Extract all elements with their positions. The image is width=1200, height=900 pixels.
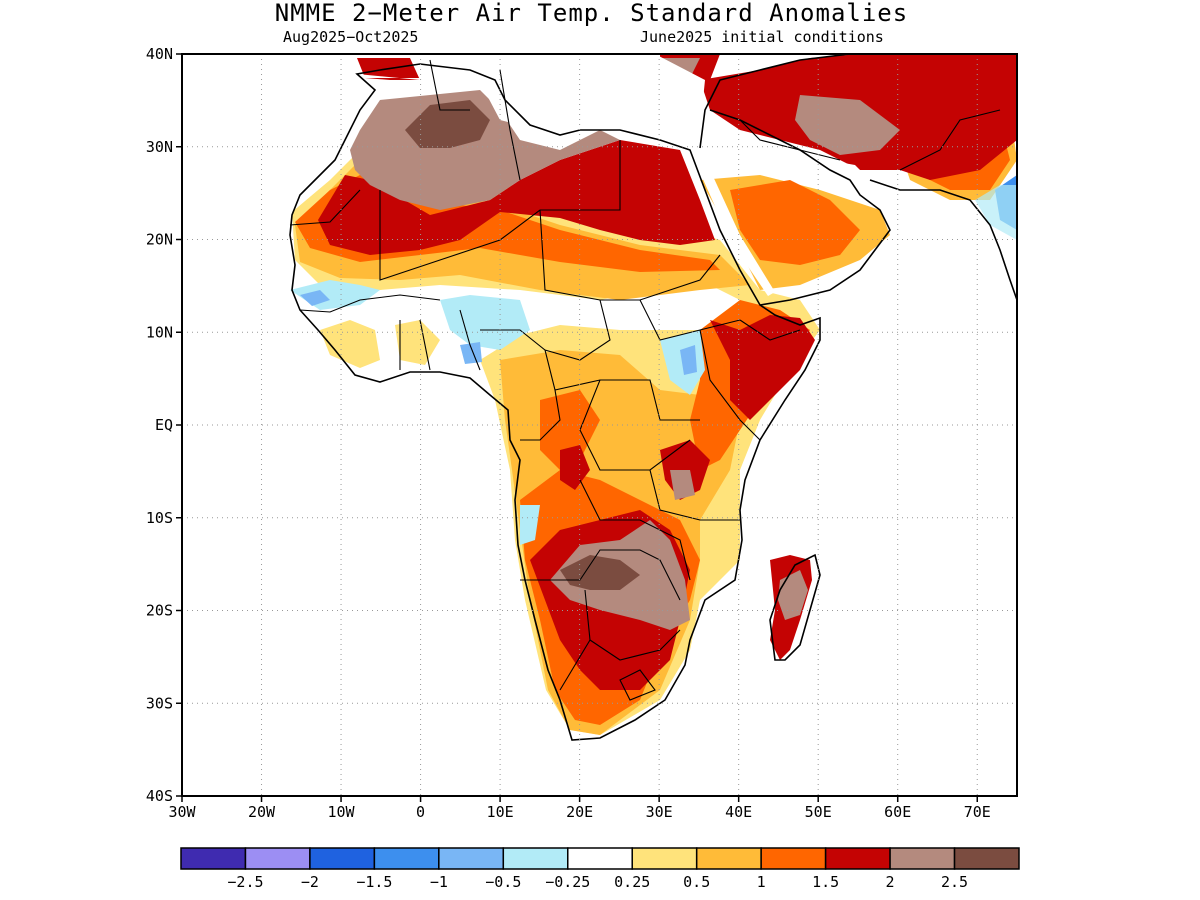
- lon-label: 0: [416, 803, 425, 821]
- colorbar-label: 1.5: [812, 873, 839, 891]
- lat-label: EQ: [155, 416, 173, 434]
- colorbar-label: 0.5: [683, 873, 710, 891]
- anomaly-level-2.5: [778, 570, 808, 620]
- colorbar-label: 2: [886, 873, 895, 891]
- anomaly-level-2: [318, 140, 715, 255]
- lon-label: 10W: [328, 803, 356, 821]
- lon-label: 40E: [725, 803, 752, 821]
- anomaly-level-max: [405, 100, 490, 148]
- colorbar-swatch: [309, 847, 376, 870]
- colorbar-swatch: [889, 847, 956, 870]
- lat-label: 20N: [146, 231, 173, 249]
- lon-label: 50E: [805, 803, 832, 821]
- colorbar-label: −0.25: [545, 873, 590, 891]
- lat-label: 30S: [146, 694, 173, 712]
- lon-label: 30E: [646, 803, 673, 821]
- anomaly-level-max: [560, 555, 640, 590]
- colorbar-swatch: [760, 847, 827, 870]
- colorbar: −2.5 −2 −1.5 −1 −0.5 −0.25 0.25 0.5 1 1.5 2 2.5: [180, 847, 1020, 891]
- colorbar-label: 0.25: [614, 873, 650, 891]
- colorbar-label: −1: [430, 873, 448, 891]
- lon-label: 10E: [487, 803, 514, 821]
- colorbar-swatch: [567, 847, 633, 870]
- mediterranean-sea: [182, 54, 705, 220]
- red-sea: [690, 148, 775, 296]
- anomaly-negative: [460, 342, 482, 364]
- colorbar-swatch: [244, 847, 311, 870]
- colorbar-label: −0.5: [485, 873, 521, 891]
- colorbar-label: 2.5: [941, 873, 968, 891]
- anomaly-negative: [680, 345, 697, 375]
- colorbar-swatch: [180, 847, 247, 870]
- persian-gulf: [838, 162, 870, 195]
- anomaly-negative: [300, 290, 330, 306]
- colorbar-label: −2: [301, 873, 319, 891]
- anomaly-negative: [395, 320, 440, 365]
- lon-label: 70E: [964, 803, 991, 821]
- lat-label: 40S: [146, 787, 173, 805]
- lat-label: 40N: [146, 45, 173, 63]
- anomaly-negative: [520, 505, 540, 545]
- anomaly-level-2.5: [795, 95, 900, 155]
- lat-label: 10N: [146, 323, 173, 341]
- anomaly-level-1.5: [730, 180, 860, 265]
- colorbar-swatch: [502, 847, 569, 870]
- anomaly-level-1.5: [540, 390, 600, 470]
- anomaly-negative: [440, 295, 530, 350]
- colorbar-label: 1: [757, 873, 766, 891]
- country-borders: [289, 59, 1001, 701]
- initial-conditions: June2025 initial conditions: [640, 28, 884, 46]
- colorbar-swatch: [695, 847, 762, 870]
- lat-label: 30N: [146, 138, 173, 156]
- anomaly-level-2.5: [670, 470, 695, 500]
- colorbar-swatch: [953, 847, 1020, 870]
- chart-title: NMME 2−Meter Air Temp. Standard Anomalie…: [274, 0, 909, 27]
- lon-label: 60E: [884, 803, 911, 821]
- colorbar-swatch: [438, 847, 505, 870]
- colorbar-swatch: [824, 847, 891, 870]
- anomaly-field: [182, 54, 1017, 738]
- lon-label: 20W: [248, 803, 276, 821]
- lon-label: 30W: [168, 803, 196, 821]
- lon-label: 20E: [566, 803, 593, 821]
- anomaly-level-2: [710, 315, 815, 420]
- coastlines: [289, 54, 1017, 741]
- anomaly-negative: [975, 185, 1017, 240]
- anomaly-level-2: [560, 445, 590, 490]
- colorbar-label: −1.5: [356, 873, 392, 891]
- colorbar-label: −2.5: [227, 873, 263, 891]
- lat-label: 20S: [146, 602, 173, 620]
- colorbar-swatch: [631, 847, 698, 870]
- lat-label: 10S: [146, 509, 173, 527]
- colorbar-swatch: [373, 847, 440, 870]
- anomaly-negative: [320, 320, 380, 368]
- graticule: [182, 54, 1017, 796]
- forecast-period: Aug2025−Oct2025: [283, 28, 419, 46]
